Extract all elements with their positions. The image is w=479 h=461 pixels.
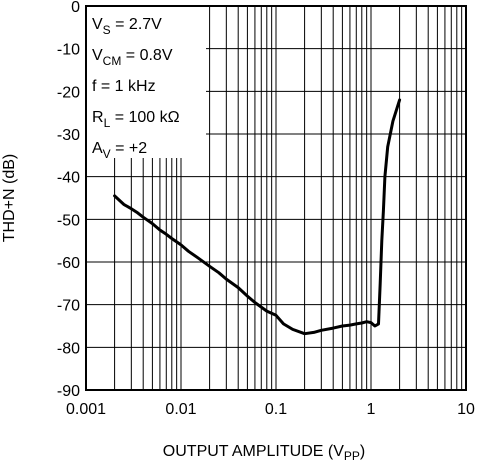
y-tick-label: -90	[57, 383, 80, 400]
y-tick-label: -20	[57, 84, 80, 101]
plot-frame	[85, 5, 467, 391]
y-tick-label: -60	[57, 255, 80, 272]
series-line	[113, 98, 402, 336]
y-tick-label: -30	[57, 127, 80, 144]
x-tick-label: 1	[367, 401, 376, 418]
test-condition-line: VS = 2.7V	[92, 16, 162, 37]
tick-labels: 0 -10 -20 -30 -40 -50 -60 -70 -80 -900.001 0.01 0.1…	[57, 0, 475, 418]
x-tick-label: 0.001	[66, 401, 106, 418]
test-condition-line: AV = +2	[92, 140, 147, 161]
data-series	[113, 98, 402, 336]
test-condition-line: VCM = 0.8V	[92, 47, 173, 68]
y-tick-label: -10	[57, 42, 80, 59]
conditions-box-background	[86, 6, 206, 158]
x-tick-label: 0.1	[265, 401, 287, 418]
y-tick-label: -40	[57, 170, 80, 187]
x-axis-title: OUTPUT AMPLITUDE (VPP)	[163, 443, 365, 461]
y-tick-label: -50	[57, 212, 80, 229]
test-condition-line: RL = 100 kΩ	[92, 109, 180, 130]
y-axis-title: THD+N (dB)	[1, 154, 18, 242]
y-tick-label: -80	[57, 340, 80, 357]
y-tick-label: 0	[71, 0, 80, 16]
x-tick-label: 0.01	[165, 401, 196, 418]
x-tick-label: 10	[457, 401, 475, 418]
y-tick-label: -70	[57, 298, 80, 315]
test-conditions: VS = 2.7V VCM = 0.8V f = 1 kHz RL = 100 kΩ A…	[92, 16, 180, 161]
test-condition-line: f = 1 kHz	[92, 78, 156, 95]
